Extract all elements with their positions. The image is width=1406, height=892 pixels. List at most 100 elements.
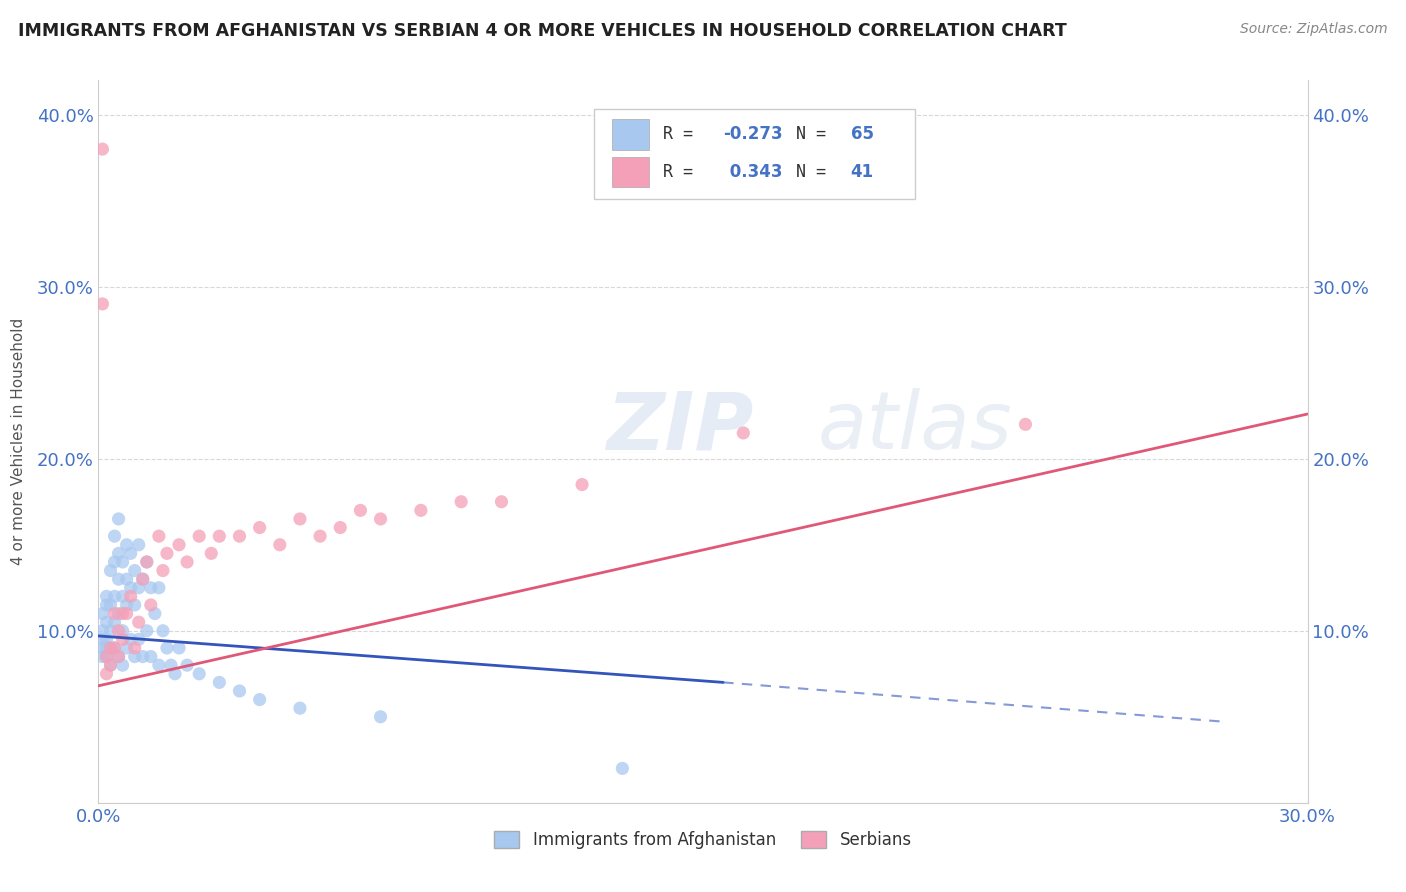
Point — [152, 624, 174, 638]
Point — [96, 649, 118, 664]
Text: -0.273: -0.273 — [724, 126, 783, 144]
Point — [148, 658, 170, 673]
Point — [107, 546, 129, 560]
Point — [103, 615, 125, 630]
Point — [176, 658, 198, 673]
Point — [100, 658, 122, 673]
Point — [100, 640, 122, 655]
Point — [91, 624, 114, 638]
Point — [156, 546, 179, 560]
Point — [733, 425, 755, 440]
Point — [107, 607, 129, 621]
Point — [124, 649, 146, 664]
Point — [100, 598, 122, 612]
Point — [96, 615, 118, 630]
Point — [103, 640, 125, 655]
Point — [148, 529, 170, 543]
Point — [96, 666, 118, 681]
Point — [370, 512, 392, 526]
Point — [269, 538, 291, 552]
Point — [128, 538, 150, 552]
Point — [132, 572, 155, 586]
Point — [96, 649, 118, 664]
Text: R =: R = — [664, 163, 703, 181]
Point — [370, 710, 392, 724]
Point — [1014, 417, 1036, 432]
Point — [329, 520, 352, 534]
Point — [176, 555, 198, 569]
Point — [288, 701, 311, 715]
Point — [120, 632, 142, 647]
Point — [135, 555, 157, 569]
Y-axis label: 4 or more Vehicles in Household: 4 or more Vehicles in Household — [11, 318, 25, 566]
Point — [188, 529, 211, 543]
Point — [115, 640, 138, 655]
Point — [107, 624, 129, 638]
Point — [120, 546, 142, 560]
Text: 65: 65 — [851, 126, 873, 144]
Text: ZIP: ZIP — [606, 388, 754, 467]
Point — [111, 624, 134, 638]
Point — [167, 640, 190, 655]
Point — [107, 512, 129, 526]
Point — [128, 632, 150, 647]
Bar — [613, 120, 648, 150]
FancyBboxPatch shape — [595, 109, 915, 200]
Point — [100, 564, 122, 578]
Point — [96, 640, 118, 655]
Point — [135, 624, 157, 638]
Point — [111, 607, 134, 621]
Point — [450, 494, 472, 508]
Point — [100, 658, 122, 673]
Point — [96, 590, 118, 604]
Point — [349, 503, 371, 517]
Point — [208, 675, 231, 690]
Point — [100, 640, 122, 655]
Point — [612, 761, 634, 775]
Text: 41: 41 — [851, 163, 873, 181]
Point — [103, 529, 125, 543]
Text: 0.343: 0.343 — [724, 163, 782, 181]
Point — [120, 590, 142, 604]
Point — [91, 297, 114, 311]
Point — [309, 529, 332, 543]
Point — [135, 555, 157, 569]
Point — [143, 607, 166, 621]
Text: atlas: atlas — [818, 388, 1012, 467]
Point — [103, 555, 125, 569]
Point — [115, 538, 138, 552]
Point — [148, 581, 170, 595]
Point — [107, 572, 129, 586]
Point — [409, 503, 432, 517]
Point — [115, 598, 138, 612]
Point — [491, 494, 513, 508]
Point — [91, 649, 114, 664]
Point — [91, 632, 114, 647]
Point — [228, 529, 250, 543]
Point — [228, 684, 250, 698]
Point — [288, 512, 311, 526]
Text: N =: N = — [796, 163, 837, 181]
Point — [103, 590, 125, 604]
Point — [107, 649, 129, 664]
Point — [96, 632, 118, 647]
Point — [249, 692, 271, 706]
Point — [188, 666, 211, 681]
Point — [128, 615, 150, 630]
Point — [124, 640, 146, 655]
Bar — [613, 157, 648, 187]
Text: Source: ZipAtlas.com: Source: ZipAtlas.com — [1240, 22, 1388, 37]
Legend: Immigrants from Afghanistan, Serbians: Immigrants from Afghanistan, Serbians — [488, 824, 918, 856]
Point — [139, 649, 162, 664]
Point — [132, 572, 155, 586]
Point — [91, 607, 114, 621]
Point — [91, 640, 114, 655]
Point — [139, 581, 162, 595]
Point — [152, 564, 174, 578]
Point — [167, 538, 190, 552]
Point — [115, 607, 138, 621]
Point — [100, 624, 122, 638]
Point — [111, 590, 134, 604]
Point — [139, 598, 162, 612]
Text: N =: N = — [796, 126, 837, 144]
